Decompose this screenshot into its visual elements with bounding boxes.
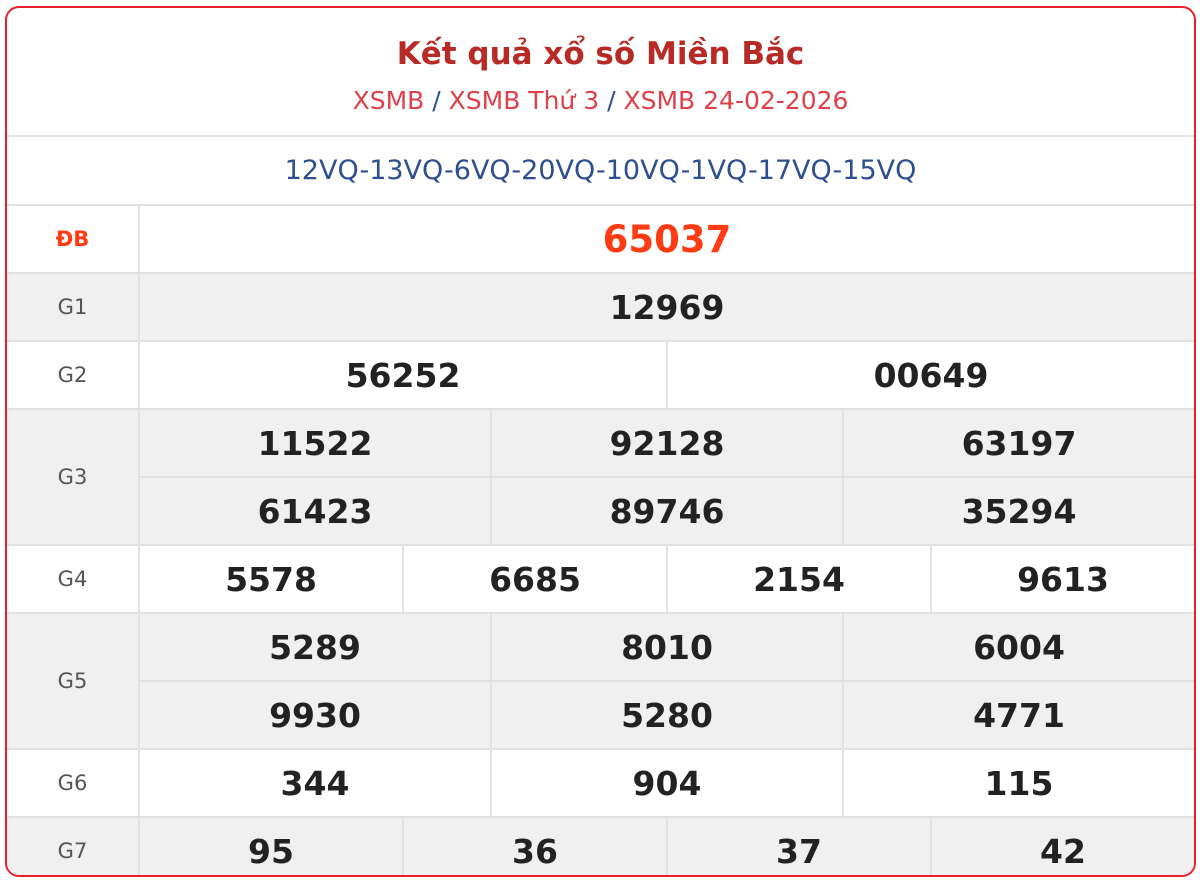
prize-label: G4 xyxy=(7,546,140,612)
prize-number: 89746 xyxy=(490,478,842,544)
prize-sub-row: 12969 xyxy=(140,274,1194,340)
prize-number: 115 xyxy=(842,750,1194,816)
prize-label: G5 xyxy=(7,614,140,748)
breadcrumb-separator: / xyxy=(432,86,441,115)
prize-number: 904 xyxy=(490,750,842,816)
prize-number: 61423 xyxy=(257,491,373,531)
prize-label: G6 xyxy=(7,750,140,816)
prize-row-g5: G5 5289 8010 6004 9930 5280 4771 xyxy=(7,614,1194,750)
prize-number: 344 xyxy=(280,763,350,803)
prize-number: 8010 xyxy=(490,614,842,680)
prize-number: 4771 xyxy=(842,682,1194,748)
header: Kết quả xổ số Miền Bắc XSMB / XSMB Thứ 3… xyxy=(7,8,1194,137)
prize-sub-row: 61423 89746 35294 xyxy=(140,476,1194,544)
prize-sub-row: 5578 6685 2154 9613 xyxy=(140,546,1194,612)
prize-row-g1: G1 12969 xyxy=(7,274,1194,342)
special-codes: 12VQ-13VQ-6VQ-20VQ-10VQ-1VQ-17VQ-15VQ xyxy=(7,137,1194,206)
prize-label: G3 xyxy=(7,410,140,544)
prize-label: G2 xyxy=(7,342,140,408)
prize-sub-row: 5289 8010 6004 xyxy=(140,614,1194,680)
prize-number: 92128 xyxy=(490,410,842,476)
prize-number: 37 xyxy=(666,818,930,875)
prize-number: 63197 xyxy=(842,410,1194,476)
prize-number: 5578 xyxy=(225,559,317,599)
prize-number: 36 xyxy=(402,818,666,875)
prize-label: ĐB xyxy=(7,206,140,272)
breadcrumb-xsmb-thu-3[interactable]: XSMB Thứ 3 xyxy=(448,86,600,115)
prize-number: 9930 xyxy=(269,695,361,735)
prize-number: 12969 xyxy=(609,287,725,327)
prize-row-g3: G3 11522 92128 63197 61423 89746 35294 xyxy=(7,410,1194,546)
prize-number: 2154 xyxy=(666,546,930,612)
prize-number: 6685 xyxy=(402,546,666,612)
page-title: Kết quả xổ số Miền Bắc xyxy=(396,36,805,72)
breadcrumb-separator: / xyxy=(607,86,616,115)
prize-sub-row: 11522 92128 63197 xyxy=(140,410,1194,476)
breadcrumb: XSMB / XSMB Thứ 3 / XSMB 24-02-2026 xyxy=(7,86,1194,116)
prize-sub-row: 65037 xyxy=(140,206,1194,272)
results-panel: Kết quả xổ số Miền Bắc XSMB / XSMB Thứ 3… xyxy=(5,6,1196,877)
prize-number: 9613 xyxy=(930,546,1194,612)
prize-number: 6004 xyxy=(842,614,1194,680)
prize-number: 42 xyxy=(930,818,1194,875)
prize-number: 5289 xyxy=(269,627,361,667)
prize-number: 56252 xyxy=(345,355,461,395)
breadcrumb-xsmb[interactable]: XSMB xyxy=(352,86,425,115)
prize-label: G7 xyxy=(7,818,140,875)
prize-sub-row: 56252 00649 xyxy=(140,342,1194,408)
prize-number: 00649 xyxy=(666,342,1194,408)
prize-row-g2: G2 56252 00649 xyxy=(7,342,1194,410)
prize-sub-row: 95 36 37 42 xyxy=(140,818,1194,875)
prize-sub-row: 344 904 115 xyxy=(140,750,1194,816)
prize-number: 35294 xyxy=(842,478,1194,544)
prize-number: 11522 xyxy=(257,423,373,463)
prize-row-g7: G7 95 36 37 42 xyxy=(7,818,1194,875)
results-table: ĐB 65037 G1 12969 G2 56252 00649 G3 11522 92128 63… xyxy=(7,206,1194,875)
prize-row-db: ĐB 65037 xyxy=(7,206,1194,274)
breadcrumb-xsmb-date[interactable]: XSMB 24-02-2026 xyxy=(623,86,849,115)
prize-row-g6: G6 344 904 115 xyxy=(7,750,1194,818)
special-prize-number: 65037 xyxy=(602,217,732,261)
prize-number: 95 xyxy=(248,831,294,871)
prize-sub-row: 9930 5280 4771 xyxy=(140,680,1194,748)
prize-number: 5280 xyxy=(490,682,842,748)
prize-row-g4: G4 5578 6685 2154 9613 xyxy=(7,546,1194,614)
prize-label: G1 xyxy=(7,274,140,340)
